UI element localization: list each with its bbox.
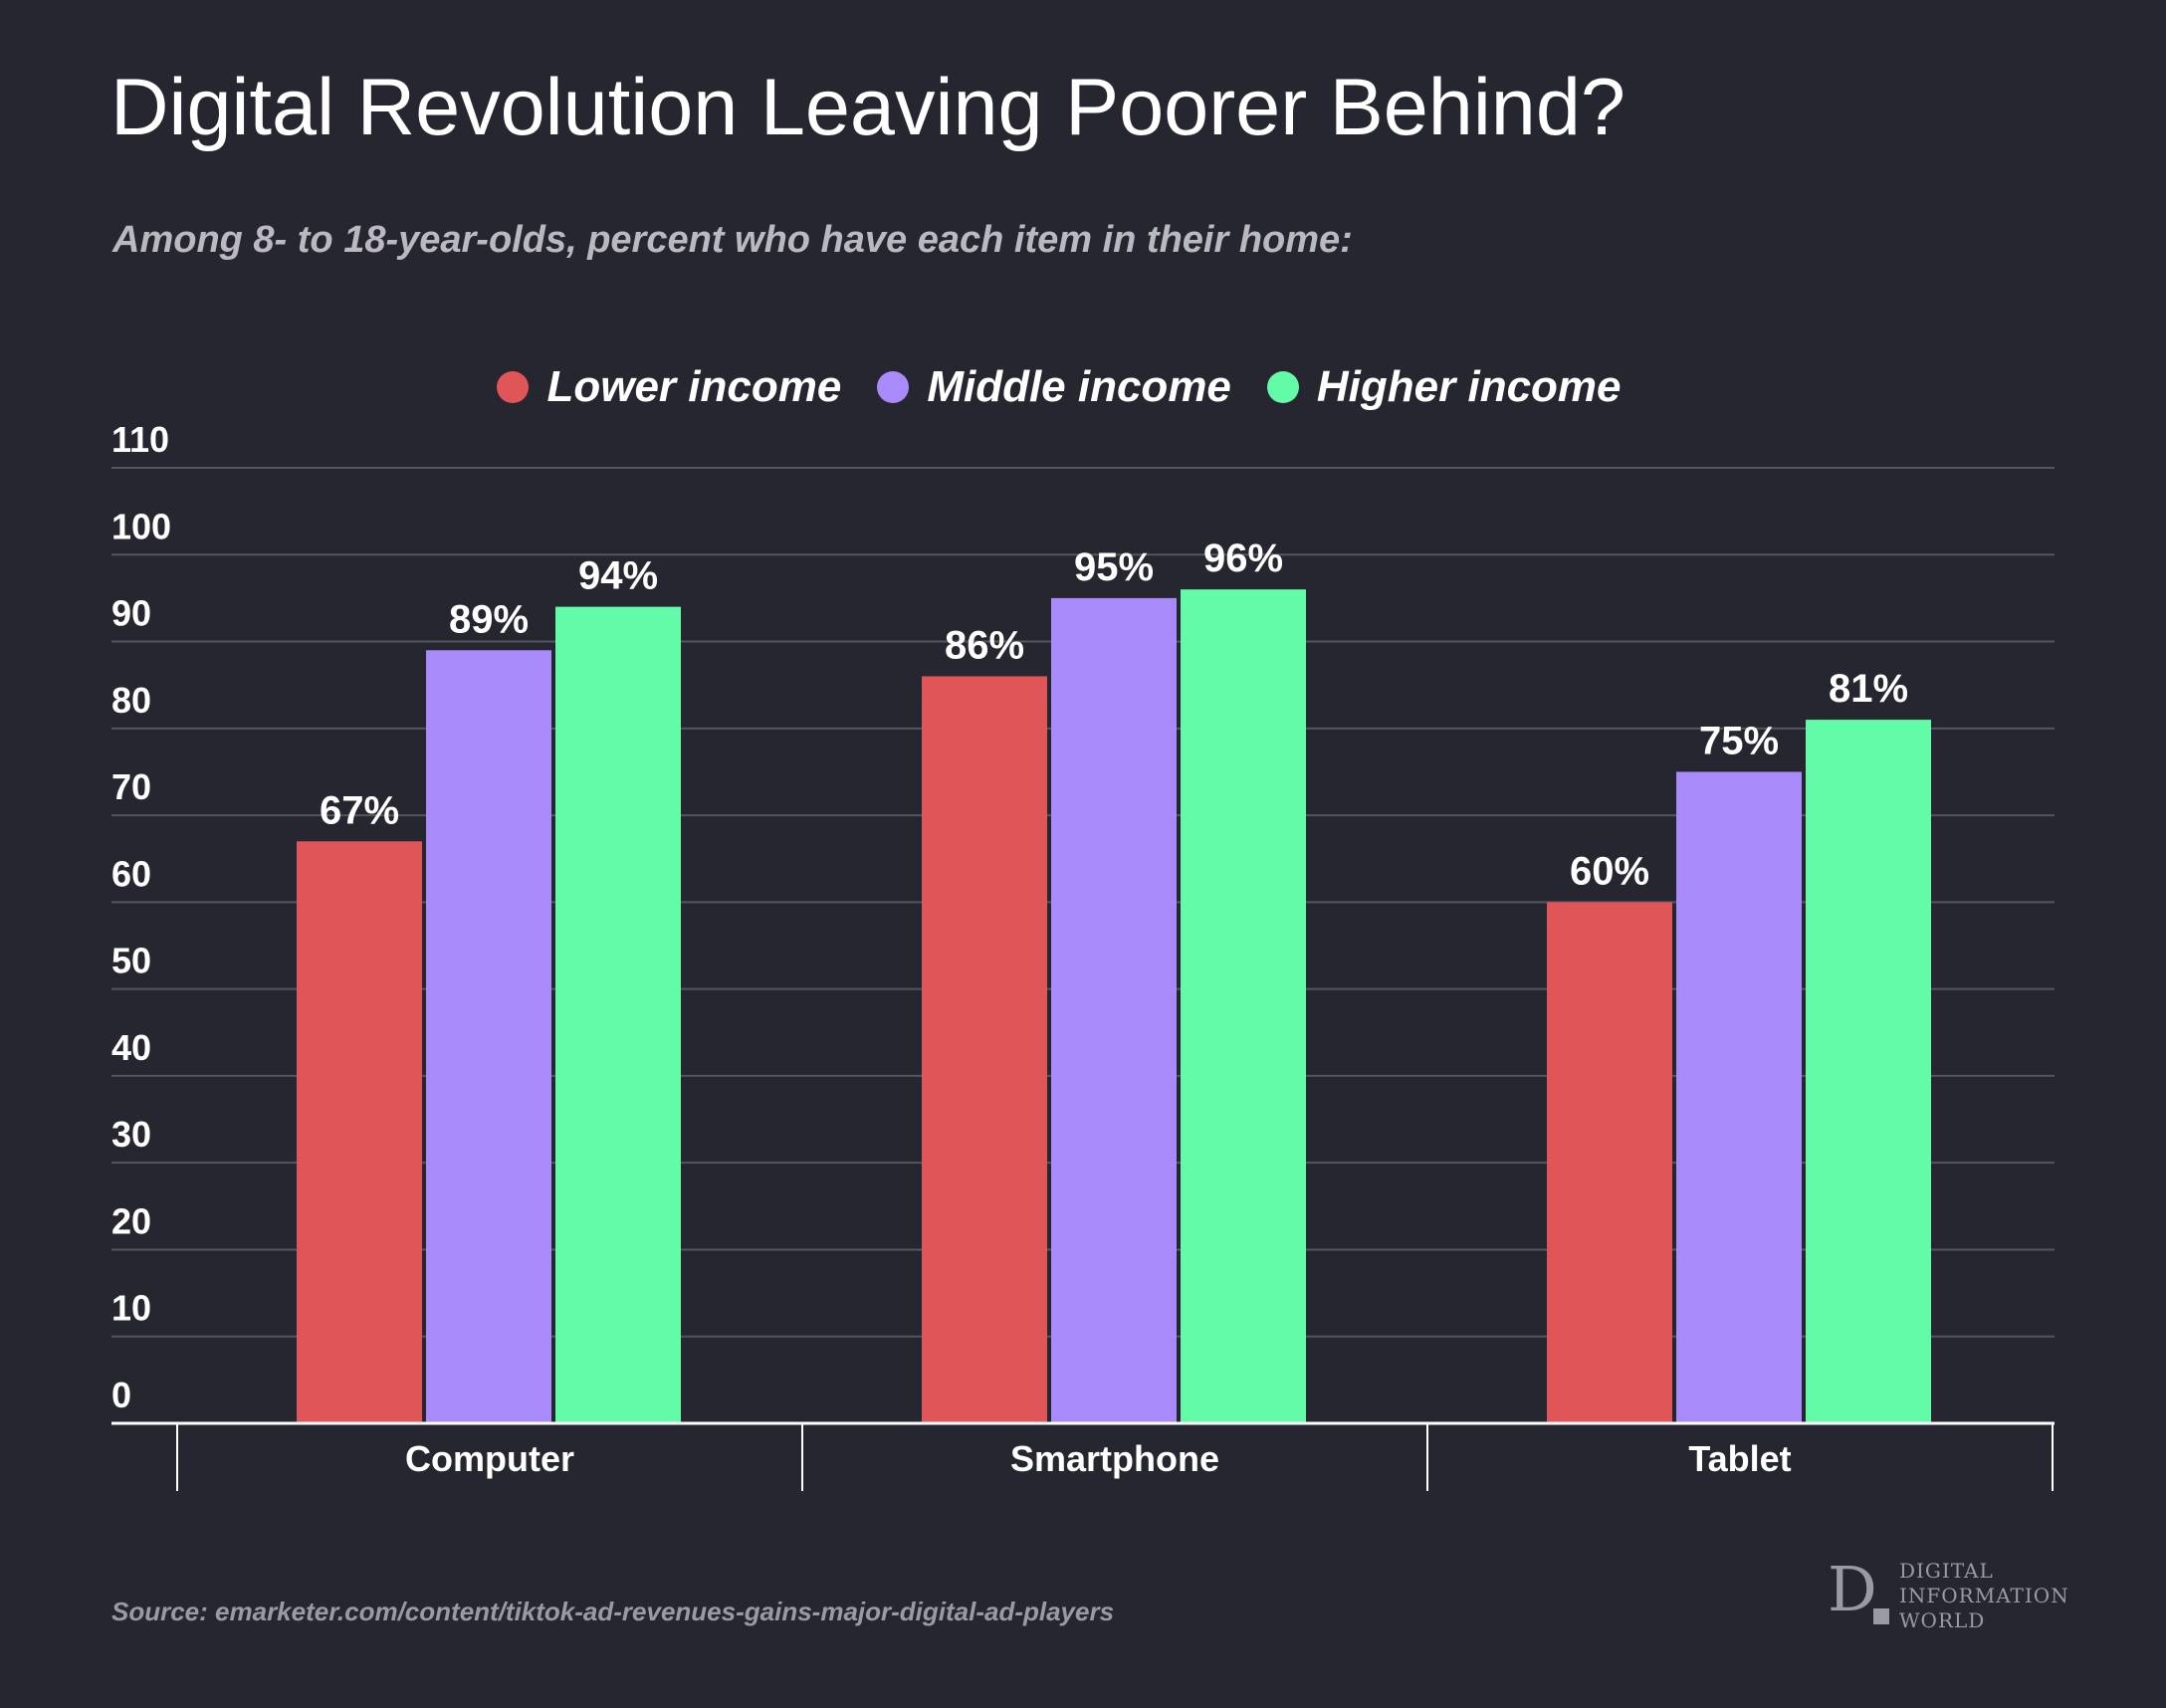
bar-computer-lower-income bbox=[297, 841, 422, 1423]
legend: Lower income Middle income Higher income bbox=[0, 362, 2166, 412]
data-label-smartphone-lower-income: 86% bbox=[945, 623, 1024, 667]
bar-computer-higher-income bbox=[555, 606, 681, 1423]
logo-line-information: INFORMATION bbox=[1899, 1584, 2069, 1607]
y-tick-label-60: 60 bbox=[111, 853, 151, 894]
logo-d-letter: D bbox=[1828, 1553, 1877, 1625]
data-label-computer-lower-income: 67% bbox=[320, 788, 399, 832]
y-tick-label-30: 30 bbox=[111, 1114, 151, 1155]
bar-smartphone-lower-income bbox=[922, 676, 1047, 1423]
data-label-tablet-lower-income: 60% bbox=[1570, 849, 1649, 893]
y-tick-label-20: 20 bbox=[111, 1200, 151, 1241]
legend-item-lower-income: Lower income bbox=[497, 362, 841, 412]
legend-label-lower-income: Lower income bbox=[546, 362, 842, 411]
legend-label-middle-income: Middle income bbox=[927, 362, 1231, 411]
y-tick-label-80: 80 bbox=[111, 680, 151, 721]
bar-computer-middle-income bbox=[426, 650, 551, 1423]
chart-subtitle: Among 8- to 18-year-olds, percent who ha… bbox=[112, 219, 1353, 261]
logo-square-icon bbox=[1873, 1608, 1889, 1624]
bar-tablet-middle-income bbox=[1676, 771, 1802, 1423]
data-label-smartphone-higher-income: 96% bbox=[1203, 536, 1283, 580]
data-label-tablet-middle-income: 75% bbox=[1699, 719, 1779, 762]
y-tick-label-10: 10 bbox=[111, 1288, 151, 1329]
bar-smartphone-middle-income bbox=[1051, 597, 1177, 1423]
y-tick-label-100: 100 bbox=[111, 506, 171, 546]
bar-tablet-lower-income bbox=[1547, 902, 1672, 1423]
legend-item-higher-income: Higher income bbox=[1266, 362, 1622, 412]
y-tick-label-0: 0 bbox=[111, 1375, 131, 1415]
data-label-computer-higher-income: 94% bbox=[578, 554, 658, 598]
y-tick-label-40: 40 bbox=[111, 1027, 151, 1068]
legend-swatch-middle-income bbox=[877, 371, 910, 403]
x-tick-label-computer: Computer bbox=[405, 1438, 574, 1479]
logo-line-digital: DIGITAL bbox=[1899, 1559, 1994, 1583]
data-label-computer-middle-income: 89% bbox=[449, 597, 529, 641]
y-tick-label-90: 90 bbox=[111, 593, 151, 634]
y-tick-label-110: 110 bbox=[111, 419, 169, 460]
legend-item-middle-income: Middle income bbox=[877, 362, 1231, 412]
y-tick-label-50: 50 bbox=[111, 941, 151, 981]
x-tick-label-smartphone: Smartphone bbox=[1010, 1438, 1219, 1479]
logo-mark: D bbox=[1828, 1553, 1889, 1625]
data-label-tablet-higher-income: 81% bbox=[1829, 667, 1908, 711]
source-note: Source: emarketer.com/content/tiktok-ad-… bbox=[111, 1597, 1115, 1626]
legend-swatch-lower-income bbox=[497, 371, 530, 403]
legend-label-higher-income: Higher income bbox=[1316, 362, 1622, 411]
bar-tablet-higher-income bbox=[1806, 720, 1931, 1423]
chart-title: Digital Revolution Leaving Poorer Behind… bbox=[110, 63, 1625, 152]
bar-smartphone-higher-income bbox=[1181, 589, 1306, 1423]
x-tick-label-tablet: Tablet bbox=[1688, 1438, 1791, 1479]
logo-text: DIGITAL INFORMATION WORLD bbox=[1899, 1559, 2069, 1633]
logo-line-world: WORLD bbox=[1899, 1608, 1986, 1632]
data-label-smartphone-middle-income: 95% bbox=[1074, 545, 1154, 589]
y-tick-label-70: 70 bbox=[111, 766, 151, 807]
digital-information-world-logo: D DIGITAL INFORMATION WORLD bbox=[1828, 1553, 2069, 1633]
legend-swatch-higher-income bbox=[1266, 371, 1299, 403]
